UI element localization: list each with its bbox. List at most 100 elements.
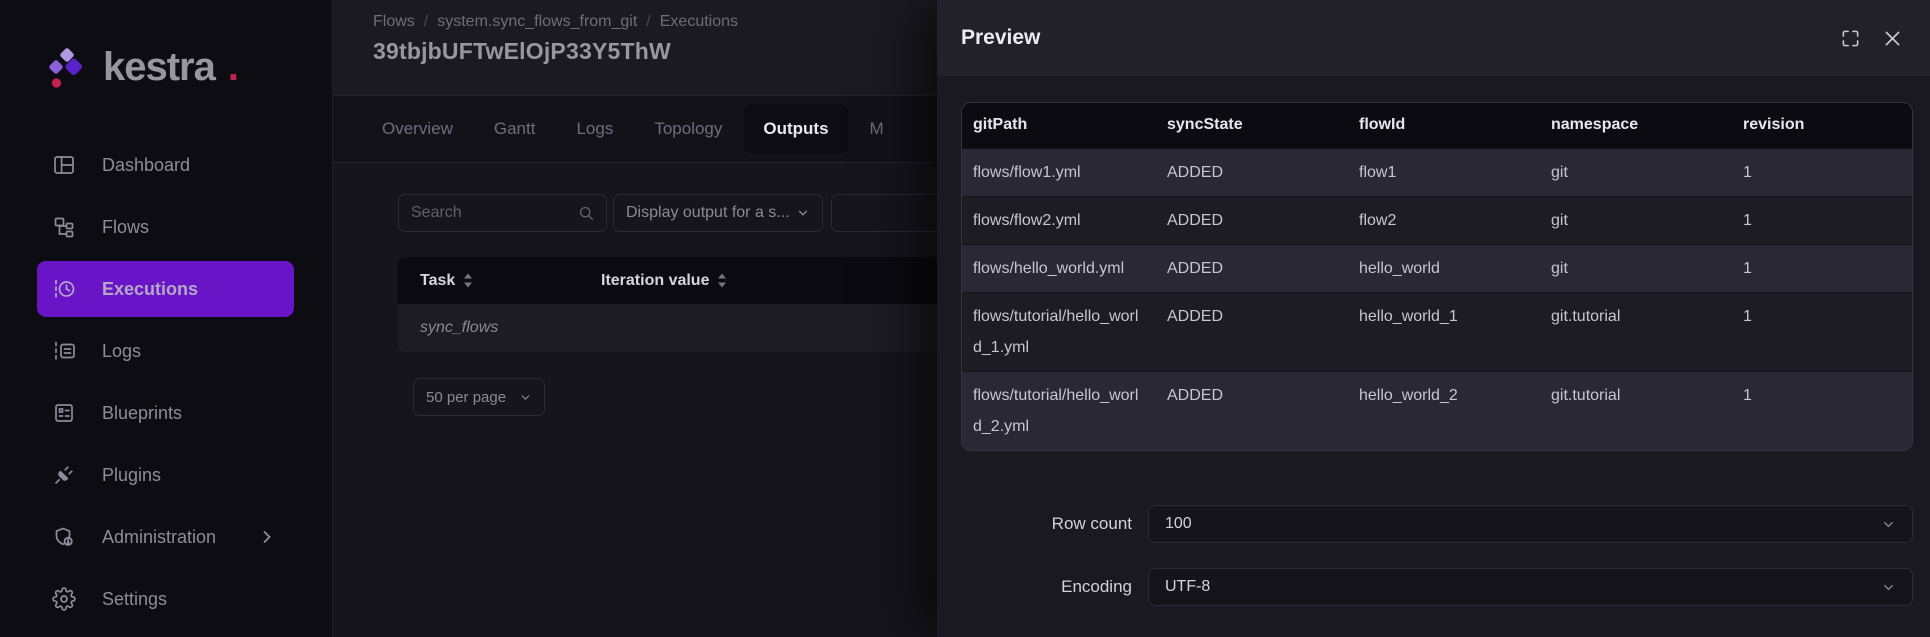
tab-gantt[interactable]: Gantt xyxy=(494,119,536,139)
search-icon xyxy=(578,205,594,221)
column-iteration-value[interactable]: Iteration value xyxy=(601,272,727,290)
cell-revision: 1 xyxy=(1732,371,1912,450)
cell-flowid: flow1 xyxy=(1348,148,1540,196)
sidebar-item-logs[interactable]: Logs xyxy=(0,320,332,382)
cell-gitpath: flows/tutorial/hello_world_1.yml xyxy=(962,292,1156,371)
cell-flowid: hello_world xyxy=(1348,244,1540,292)
outputs-task-table: Task Iteration value sync_flows xyxy=(398,257,998,352)
preview-table: gitPath syncState flowId namespace revis… xyxy=(962,103,1912,450)
column-flowid: flowId xyxy=(1348,103,1540,148)
tab-outputs[interactable]: Outputs xyxy=(744,104,847,154)
cell-syncstate: ADDED xyxy=(1156,148,1348,196)
encoding-select[interactable]: UTF-8 xyxy=(1148,568,1913,606)
table-row: flows/flow2.yml ADDED flow2 git 1 xyxy=(962,196,1912,244)
cell-syncstate: ADDED xyxy=(1156,292,1348,371)
cell-namespace: git.tutorial xyxy=(1540,292,1732,371)
cell-revision: 1 xyxy=(1732,148,1912,196)
display-output-value: Display output for a s... xyxy=(626,204,796,222)
preview-actions xyxy=(1841,28,1903,49)
cell-syncstate: ADDED xyxy=(1156,244,1348,292)
sidebar-item-dashboard[interactable]: Dashboard xyxy=(0,134,332,196)
cell-namespace: git xyxy=(1540,148,1732,196)
table-row: flows/tutorial/hello_world_1.yml ADDED h… xyxy=(962,292,1912,371)
fullscreen-icon xyxy=(1841,29,1860,48)
table-row: flows/flow1.yml ADDED flow1 git 1 xyxy=(962,148,1912,196)
cell-gitpath: flows/flow1.yml xyxy=(962,148,1156,196)
breadcrumb-flow-id[interactable]: system.sync_flows_from_git xyxy=(437,13,637,31)
breadcrumb-separator: / xyxy=(424,13,428,31)
sidebar-nav: Dashboard Flows Executions Logs xyxy=(0,134,332,630)
breadcrumb-flows[interactable]: Flows xyxy=(373,13,415,31)
dashboard-icon xyxy=(52,153,76,177)
cell-syncstate: ADDED xyxy=(1156,196,1348,244)
row-count-value: 100 xyxy=(1165,515,1192,533)
tab-logs[interactable]: Logs xyxy=(576,119,613,139)
outputs-search xyxy=(398,194,607,232)
encoding-value: UTF-8 xyxy=(1165,578,1210,596)
preview-table-header-row: gitPath syncState flowId namespace revis… xyxy=(962,103,1912,148)
column-revision: revision xyxy=(1732,103,1912,148)
cell-namespace: git xyxy=(1540,196,1732,244)
administration-icon xyxy=(52,525,76,549)
cell-gitpath: flows/flow2.yml xyxy=(962,196,1156,244)
cell-flowid: hello_world_1 xyxy=(1348,292,1540,371)
preview-panel-header: Preview xyxy=(937,0,1930,76)
fullscreen-button[interactable] xyxy=(1841,29,1860,48)
sidebar-item-plugins[interactable]: Plugins xyxy=(0,444,332,506)
encoding-label: Encoding xyxy=(961,577,1132,597)
column-gitpath: gitPath xyxy=(962,103,1156,148)
sidebar-item-label: Plugins xyxy=(102,465,161,486)
sidebar-item-settings[interactable]: Settings xyxy=(0,568,332,630)
chevron-right-icon xyxy=(260,530,274,544)
cell-revision: 1 xyxy=(1732,292,1912,371)
sidebar-item-label: Settings xyxy=(102,589,167,610)
row-count-select[interactable]: 100 xyxy=(1148,505,1913,543)
breadcrumb-executions[interactable]: Executions xyxy=(660,13,738,31)
sidebar-item-administration[interactable]: Administration xyxy=(0,506,332,568)
kestra-logo[interactable]: kestra. xyxy=(46,42,239,92)
sidebar-item-label: Executions xyxy=(102,279,198,300)
flows-icon xyxy=(52,215,76,239)
cell-flowid: hello_world_2 xyxy=(1348,371,1540,450)
cell-namespace: git.tutorial xyxy=(1540,371,1732,450)
breadcrumb-separator: / xyxy=(646,13,650,31)
preview-title: Preview xyxy=(961,26,1040,50)
sidebar-item-executions[interactable]: Executions xyxy=(37,261,294,317)
preview-table-card: gitPath syncState flowId namespace revis… xyxy=(961,102,1913,451)
encoding-field: Encoding UTF-8 xyxy=(961,568,1913,606)
sidebar-item-label: Administration xyxy=(102,527,216,548)
chevron-down-icon xyxy=(1881,580,1896,595)
blueprints-icon xyxy=(52,401,76,425)
sort-icon[interactable] xyxy=(717,273,727,288)
column-namespace: namespace xyxy=(1540,103,1732,148)
executions-icon xyxy=(52,277,76,301)
tab-topology[interactable]: Topology xyxy=(654,119,722,139)
task-name: sync_flows xyxy=(420,319,498,337)
tab-overview[interactable]: Overview xyxy=(382,119,453,139)
close-icon xyxy=(1882,28,1903,49)
settings-icon xyxy=(52,587,76,611)
sidebar-item-label: Flows xyxy=(102,217,149,238)
tab-metrics-truncated[interactable]: M xyxy=(870,119,884,139)
sidebar-item-blueprints[interactable]: Blueprints xyxy=(0,382,332,444)
chevron-down-icon xyxy=(796,206,810,220)
column-task[interactable]: Task xyxy=(398,272,473,290)
logs-icon xyxy=(52,339,76,363)
sidebar: kestra. Dashboard Flows Executions xyxy=(0,0,333,637)
task-row-sync-flows[interactable]: sync_flows xyxy=(398,304,998,352)
display-output-select[interactable]: Display output for a s... xyxy=(613,194,823,232)
per-page-select[interactable]: 50 per page xyxy=(413,378,545,416)
close-preview-button[interactable] xyxy=(1882,28,1903,49)
sort-icon[interactable] xyxy=(463,273,473,288)
preview-panel: Preview gitPath syncState flowId xyxy=(937,0,1930,637)
cell-revision: 1 xyxy=(1732,244,1912,292)
logo-period: . xyxy=(228,45,239,90)
cell-gitpath: flows/hello_world.yml xyxy=(962,244,1156,292)
row-count-label: Row count xyxy=(961,514,1132,534)
chevron-down-icon xyxy=(519,391,532,404)
cell-gitpath: flows/tutorial/hello_world_2.yml xyxy=(962,371,1156,450)
task-table-header: Task Iteration value xyxy=(398,257,998,304)
sidebar-item-label: Blueprints xyxy=(102,403,182,424)
sidebar-item-flows[interactable]: Flows xyxy=(0,196,332,258)
search-input[interactable] xyxy=(411,204,578,222)
